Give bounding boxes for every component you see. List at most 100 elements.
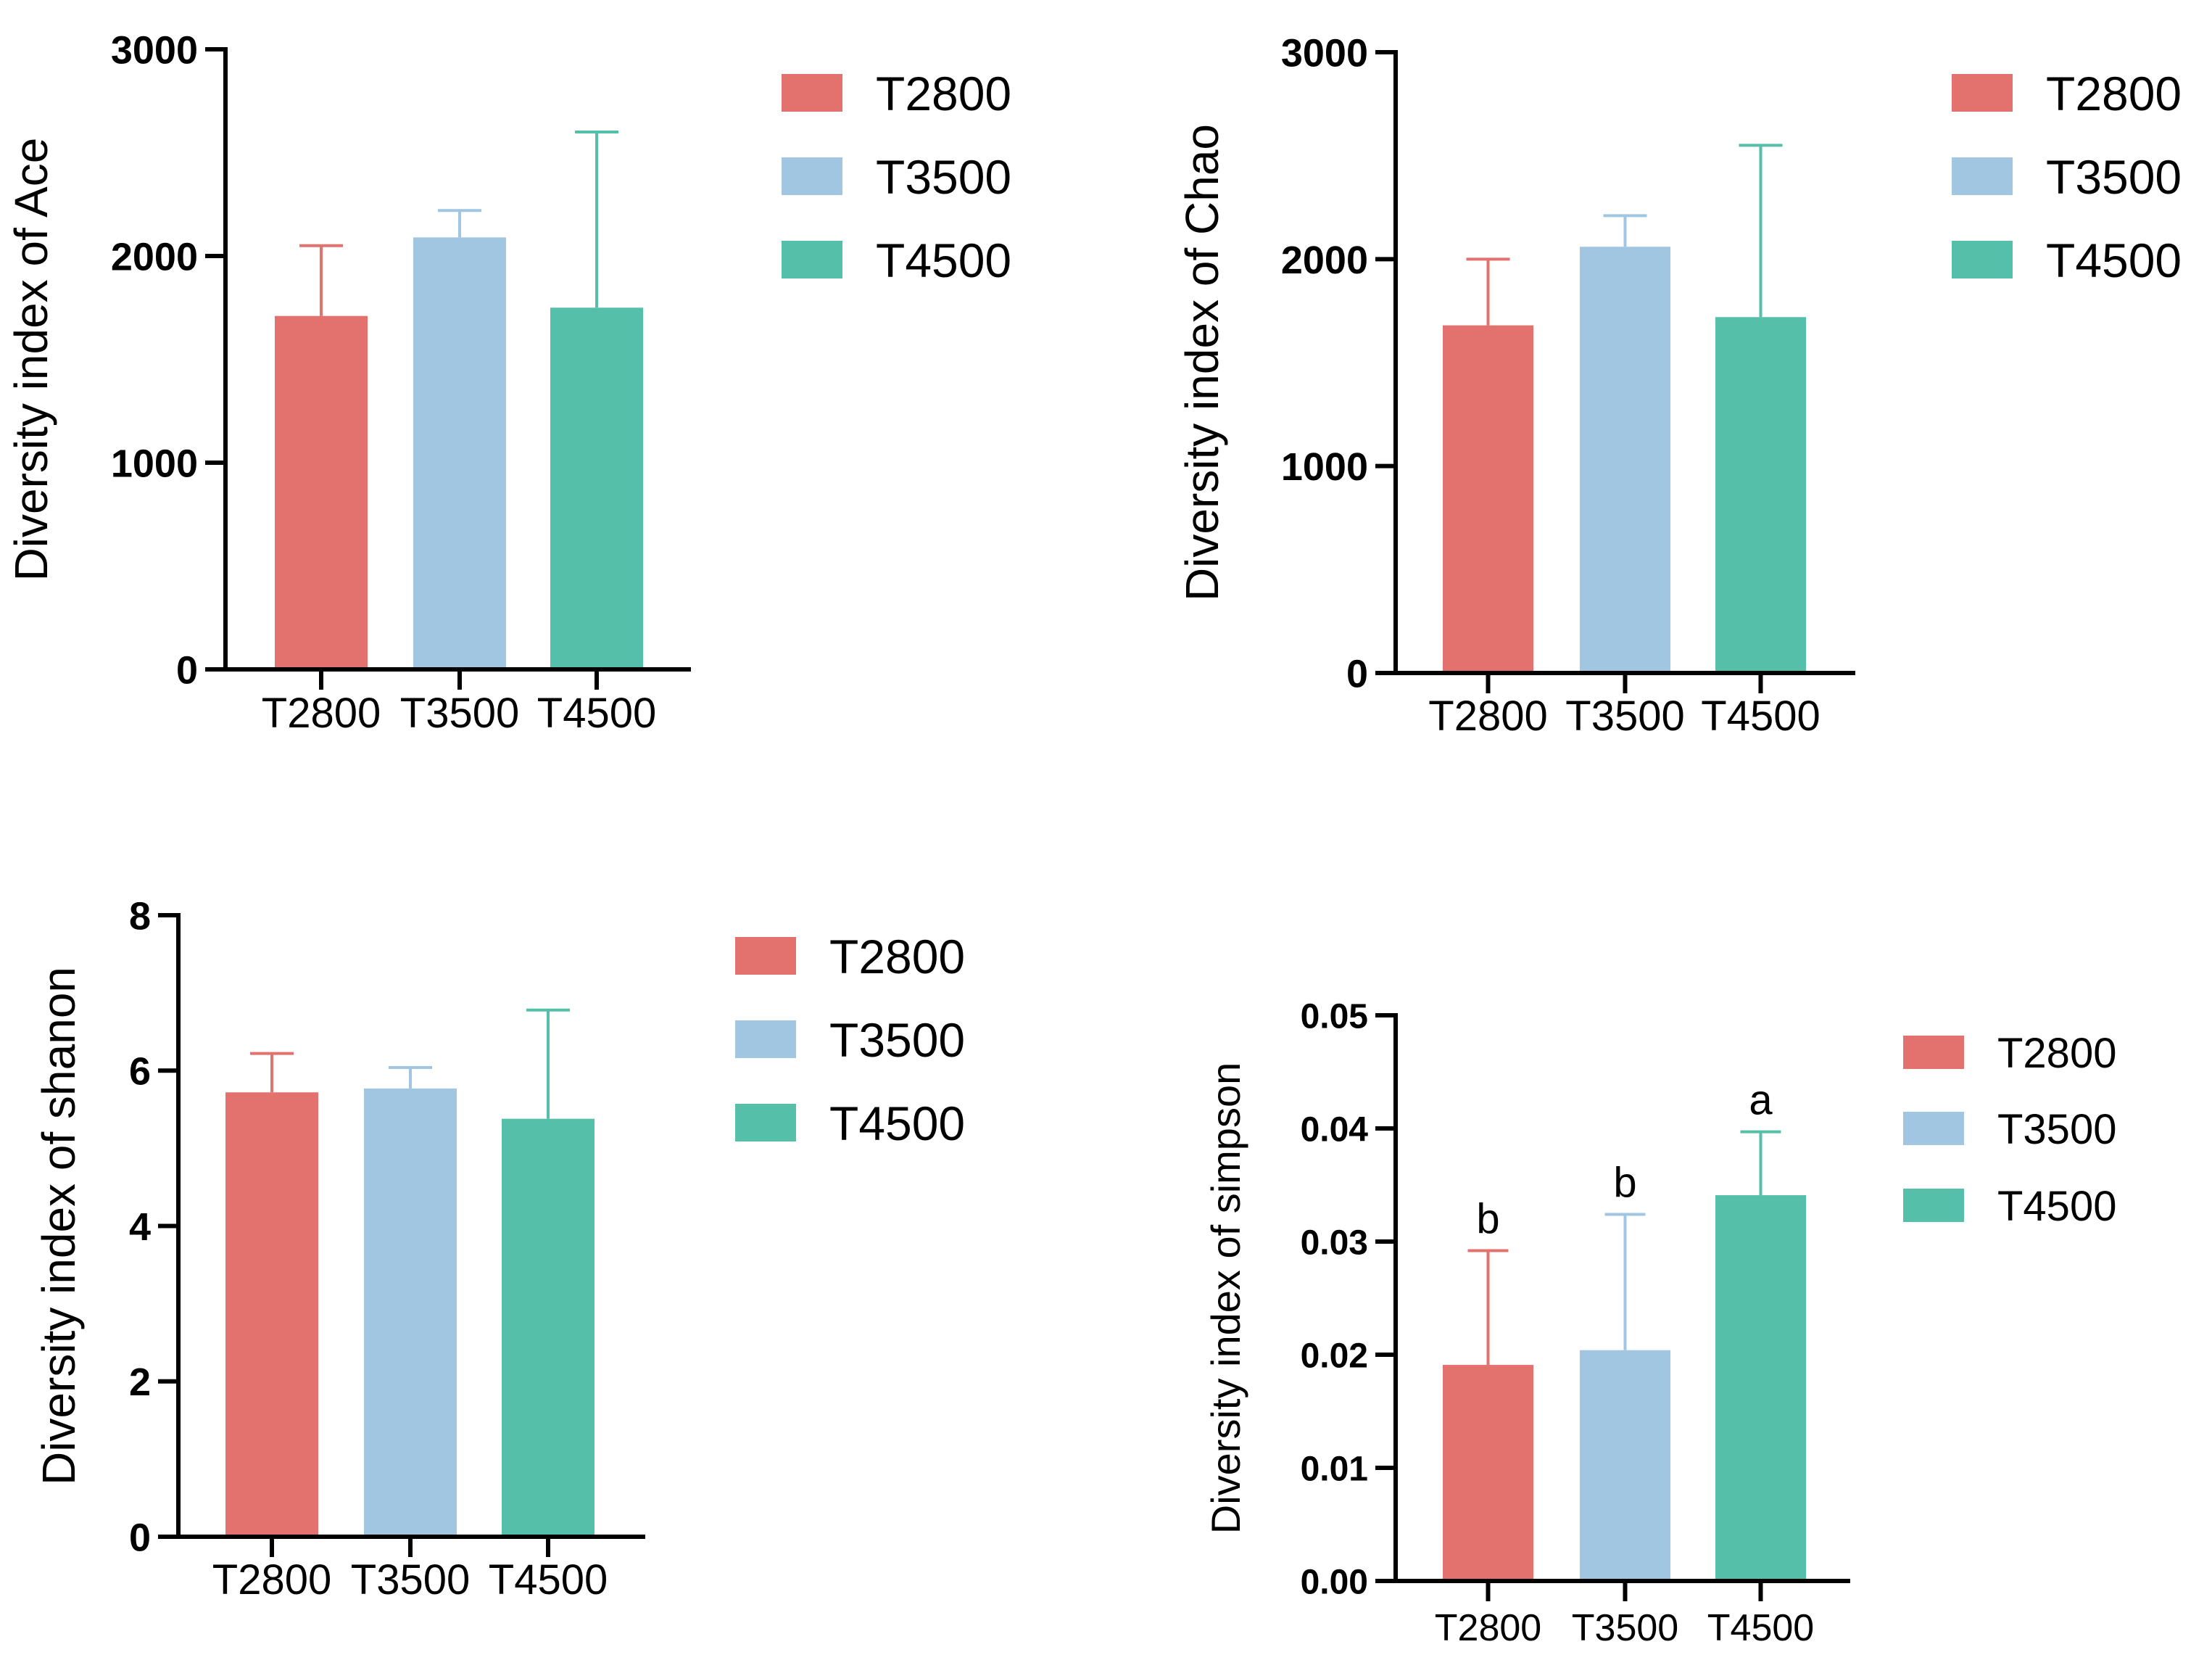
legend-swatch-t3500 <box>1903 1112 1964 1145</box>
legend-swatch-t3500 <box>1952 157 2013 195</box>
y-tick-label: 1000 <box>111 442 198 485</box>
y-tick-label: 3000 <box>1281 31 1368 75</box>
x-tick-label-t4500: T4500 <box>537 690 656 737</box>
y-tick-label: 0 <box>129 1516 151 1559</box>
y-tick-label: 0.04 <box>1301 1110 1369 1149</box>
bar-t4500 <box>1715 317 1806 673</box>
x-tick-label-t3500: T3500 <box>351 1556 470 1603</box>
bar-t3500 <box>1580 247 1670 673</box>
chart-panel-1: T2800 T3500 T4500 0 1000 2000 3000 Diversity in… <box>5 28 1011 737</box>
legend-swatch-t4500 <box>782 241 842 278</box>
bar-t2800 <box>1443 1365 1533 1581</box>
y-tick-label: 3000 <box>111 28 198 72</box>
legend-swatch-t3500 <box>735 1020 796 1058</box>
legend-swatch-t4500 <box>1903 1189 1964 1222</box>
y-tick-label: 0.00 <box>1301 1563 1368 1601</box>
legend-swatch-t3500 <box>782 157 842 195</box>
bar-t3500 <box>413 237 506 670</box>
y-tick-label: 0 <box>1346 652 1368 695</box>
error-bar-t4500 <box>575 131 618 308</box>
y-axis-label: Diversity index of shanon <box>33 967 85 1485</box>
error-bar-t4500 <box>1739 144 1783 318</box>
y-tick-label: 2000 <box>1281 239 1368 282</box>
y-tick-label: 2000 <box>111 235 198 278</box>
y-axis-label: Diversity index of Chao <box>1176 124 1228 601</box>
bar-t3500 <box>364 1088 457 1537</box>
bar-t4500 <box>502 1118 595 1537</box>
x-tick-label-t4500: T4500 <box>1707 1607 1814 1649</box>
bar-t4500 <box>1715 1195 1806 1581</box>
chart-panel-2: T2800 T3500 T4500 0 1000 2000 3000 Diversity in… <box>1176 31 2182 740</box>
x-tick-label-t3500: T3500 <box>1572 1607 1678 1649</box>
legend-label-t4500: T4500 <box>1997 1183 2116 1230</box>
legend-swatch-t2800 <box>782 74 842 112</box>
error-bar-t2800 <box>1467 1249 1509 1366</box>
legend-item-t4500: T4500 <box>782 234 1011 287</box>
legend-label-t3500: T3500 <box>876 150 1011 204</box>
legend-swatch-t2800 <box>1903 1036 1964 1069</box>
error-bar-t4500 <box>1740 1130 1781 1196</box>
legend-label-t2800: T2800 <box>876 67 1011 120</box>
error-bar-t2800 <box>250 1052 294 1093</box>
legend-label-t3500: T3500 <box>2046 150 2182 204</box>
legend-label-t4500: T4500 <box>829 1097 965 1150</box>
legend-swatch-t2800 <box>735 937 796 975</box>
legend: T2800 T3500 T4500 <box>782 67 1011 287</box>
y-axis-label: Diversity index of Ace <box>5 138 57 582</box>
y-tick-label: 2 <box>129 1361 151 1404</box>
legend-label-t4500: T4500 <box>876 234 1011 287</box>
y-tick-label: 8 <box>129 894 151 938</box>
bar-t2800 <box>1443 325 1533 673</box>
legend-item-t2800: T2800 <box>735 930 965 983</box>
chart-panel-3: T2800 T3500 T4500 0 2 4 6 8 Diversity index of s… <box>33 894 965 1603</box>
legend-item-t4500: T4500 <box>735 1097 965 1150</box>
legend-item-t4500: T4500 <box>1903 1183 2116 1230</box>
bar-t4500 <box>550 307 643 669</box>
legend: T2800 T3500 T4500 <box>1952 67 2182 287</box>
error-bar-t2800 <box>1466 257 1510 326</box>
legend-item-t2800: T2800 <box>782 67 1011 120</box>
legend-item-t2800: T2800 <box>1903 1030 2116 1077</box>
y-tick-label: 0.02 <box>1301 1337 1368 1375</box>
bar-t3500 <box>1580 1350 1670 1581</box>
legend-item-t3500: T3500 <box>1903 1106 2116 1153</box>
significance-letter-t3500: b <box>1613 1160 1636 1207</box>
legend-label-t2800: T2800 <box>2046 67 2182 120</box>
x-tick-label-t3500: T3500 <box>1565 693 1684 740</box>
y-tick-label: 0.01 <box>1301 1450 1368 1488</box>
legend-item-t3500: T3500 <box>735 1013 965 1067</box>
legend-label-t3500: T3500 <box>1997 1106 2116 1153</box>
y-tick-label: 4 <box>129 1205 151 1249</box>
error-bar-t3500 <box>438 209 481 238</box>
x-tick-label-t2800: T2800 <box>262 690 381 737</box>
x-tick-label-t4500: T4500 <box>1701 693 1820 740</box>
error-bar-t4500 <box>526 1008 570 1119</box>
y-tick-label: 0.03 <box>1301 1223 1368 1262</box>
x-tick-label-t3500: T3500 <box>400 690 519 737</box>
legend-label-t3500: T3500 <box>829 1013 965 1067</box>
legend-label-t2800: T2800 <box>829 930 965 983</box>
legend-label-t4500: T4500 <box>2046 234 2182 287</box>
y-tick-label: 1000 <box>1281 445 1368 489</box>
x-tick-label-t2800: T2800 <box>1428 693 1547 740</box>
chart-panel-4: b T2800 b T3500 a T4500 0.00 0.01 0.02 0.03 0.04 0.… <box>1203 997 2116 1649</box>
error-bar-t3500 <box>1603 214 1647 247</box>
error-bar-t3500 <box>389 1065 432 1089</box>
legend-label-t2800: T2800 <box>1997 1030 2116 1077</box>
y-tick-label: 0.05 <box>1301 997 1368 1036</box>
legend-swatch-t4500 <box>735 1104 796 1141</box>
significance-letter-t4500: a <box>1749 1077 1773 1124</box>
legend-item-t2800: T2800 <box>1952 67 2182 120</box>
legend: T2800 T3500 T4500 <box>1903 1030 2116 1230</box>
x-tick-label-t2800: T2800 <box>212 1556 331 1603</box>
legend-swatch-t4500 <box>1952 241 2013 278</box>
y-axis-label: Diversity index of simpson <box>1203 1062 1248 1534</box>
error-bar-t3500 <box>1604 1213 1646 1350</box>
legend-item-t3500: T3500 <box>782 150 1011 204</box>
bar-t2800 <box>225 1092 318 1537</box>
legend: T2800 T3500 T4500 <box>735 930 965 1150</box>
y-tick-label: 0 <box>176 648 198 692</box>
bar-t2800 <box>275 315 368 669</box>
legend-item-t4500: T4500 <box>1952 234 2182 287</box>
